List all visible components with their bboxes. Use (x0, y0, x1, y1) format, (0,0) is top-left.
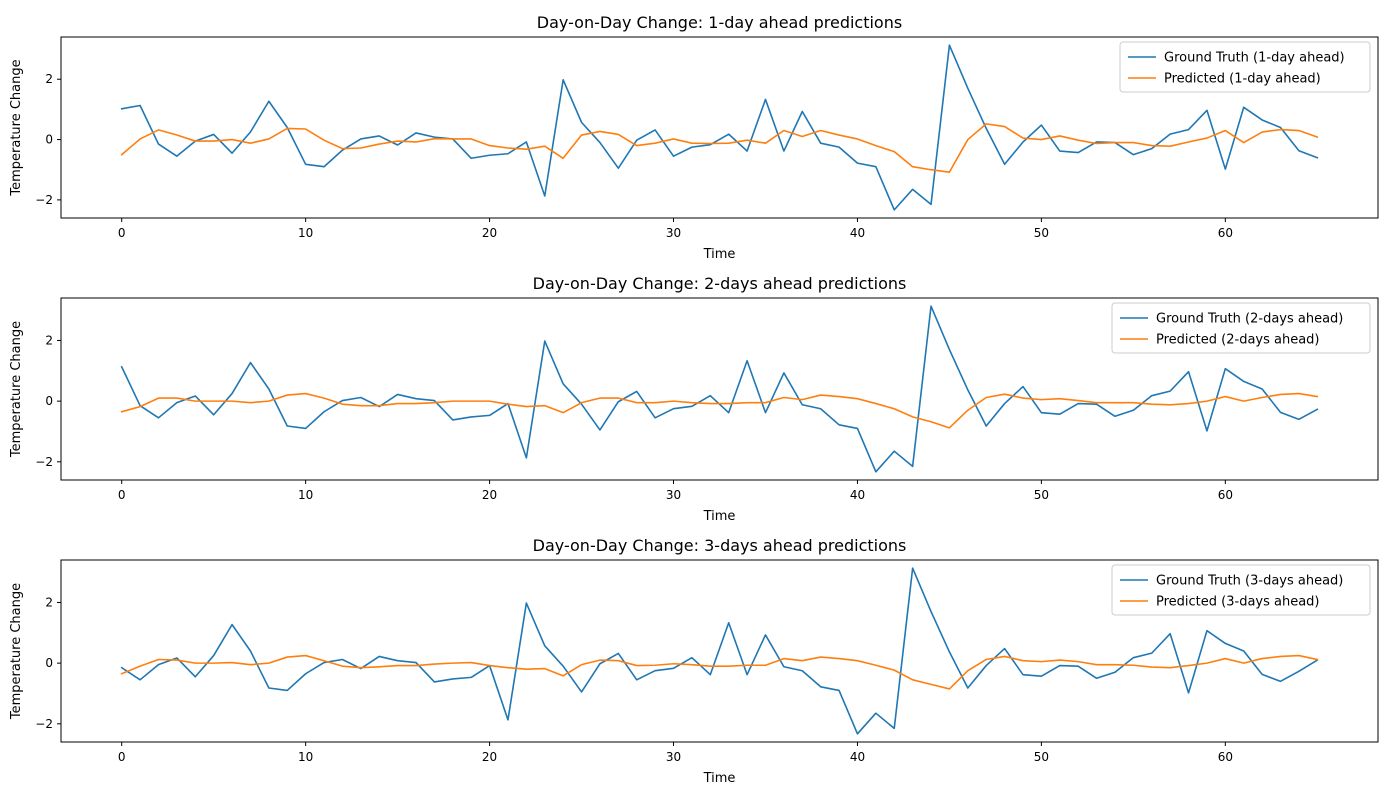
plot-area (120, 44, 1319, 211)
x-tick-label: 50 (1034, 226, 1049, 240)
legend: Ground Truth (2-days ahead) Predicted (2-… (1111, 302, 1371, 354)
x-tick-label: 30 (666, 488, 681, 502)
x-axis-label: Time (703, 771, 736, 786)
y-axis-label: Temperature Change (9, 583, 24, 720)
legend: Ground Truth (3-days ahead) Predicted (3-… (1111, 564, 1371, 616)
subplot-title: Day-on-Day Change: 3-days ahead predicti… (533, 536, 907, 555)
x-tick-label: 60 (1218, 226, 1233, 240)
y-tick-label: −2 (35, 717, 53, 731)
x-tick-label: 10 (298, 488, 313, 502)
y-axis-label: Temperature Change (9, 321, 24, 458)
x-axis-label: Time (703, 509, 736, 524)
x-tick-label: 0 (118, 750, 126, 764)
x-tick-label: 40 (850, 750, 865, 764)
y-tick-label: 2 (45, 72, 53, 86)
legend-entry: Predicted (1-day ahead) (1164, 72, 1321, 87)
axes-frame (60, 297, 1379, 481)
y-tick-label: 0 (45, 656, 53, 670)
legend-entry: Ground Truth (3-days ahead) (1156, 574, 1343, 589)
legend-box (1111, 302, 1371, 354)
legend: Ground Truth (1-day ahead) Predicted (1-d… (1119, 41, 1371, 93)
legend-box (1119, 41, 1371, 93)
x-tick-label: 60 (1218, 488, 1233, 502)
x-axis-label: Time (703, 247, 736, 262)
x-tick-label: 60 (1218, 750, 1233, 764)
axes-frame (60, 36, 1379, 219)
x-tick-label: 20 (482, 750, 497, 764)
x-tick-label: 10 (298, 226, 313, 240)
subplot-title: Day-on-Day Change: 1-day ahead predictio… (537, 13, 902, 32)
plot-area (120, 305, 1319, 473)
x-tick-label: 20 (482, 488, 497, 502)
y-tick-label: −2 (35, 455, 53, 469)
x-tick-label: 0 (118, 226, 126, 240)
ground-truth-line (120, 44, 1319, 211)
y-tick-label: 2 (45, 333, 53, 347)
ground-truth-line (120, 567, 1319, 735)
y-axis-label: Temperature Change (9, 59, 24, 196)
x-tick-label: 50 (1034, 750, 1049, 764)
legend-box (1111, 564, 1371, 616)
x-tick-label: 30 (666, 226, 681, 240)
y-tick-label: 2 (45, 595, 53, 609)
subplot-1: Day-on-Day Change: 1-day ahead predictio… (9, 13, 1379, 262)
subplot-title: Day-on-Day Change: 2-days ahead predicti… (533, 274, 907, 293)
y-tick-label: 0 (45, 394, 53, 408)
x-tick-label: 40 (850, 226, 865, 240)
x-tick-label: 20 (482, 226, 497, 240)
y-tick-label: 0 (45, 133, 53, 147)
legend-entry: Ground Truth (2-days ahead) (1156, 312, 1343, 327)
y-tick-label: −2 (35, 193, 53, 207)
x-tick-label: 40 (850, 488, 865, 502)
legend-entry: Predicted (3-days ahead) (1156, 595, 1320, 610)
predicted-line (120, 123, 1319, 173)
x-tick-label: 30 (666, 750, 681, 764)
predicted-line (120, 654, 1319, 690)
x-tick-label: 10 (298, 750, 313, 764)
axes-frame (60, 559, 1379, 743)
x-tick-label: 50 (1034, 488, 1049, 502)
plot-area (120, 567, 1319, 735)
predicted-line (120, 392, 1319, 429)
subplot-3: Day-on-Day Change: 3-days ahead predicti… (9, 536, 1379, 786)
subplot-2: Day-on-Day Change: 2-days ahead predicti… (9, 274, 1379, 524)
x-tick-label: 0 (118, 488, 126, 502)
legend-entry: Predicted (2-days ahead) (1156, 333, 1320, 348)
legend-entry: Ground Truth (1-day ahead) (1164, 51, 1345, 66)
